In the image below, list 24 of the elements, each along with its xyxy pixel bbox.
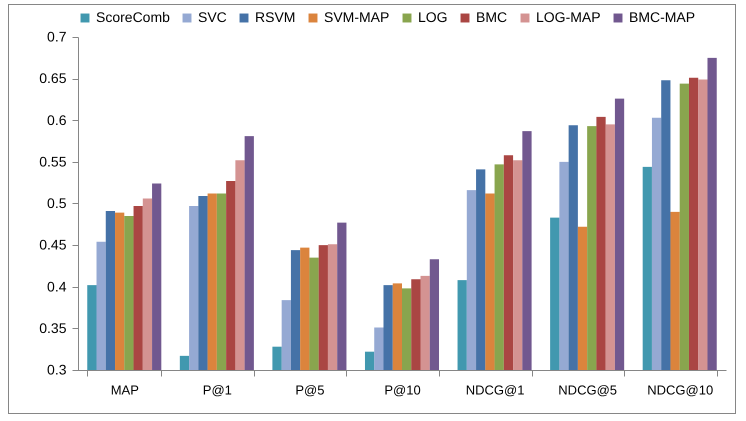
legend-label: BMC-MAP xyxy=(629,9,696,25)
x-tick-label: MAP xyxy=(110,382,139,398)
legend-label: SVM-MAP xyxy=(324,9,390,25)
x-tick-label: P@10 xyxy=(384,382,421,398)
legend-label: RSVM xyxy=(255,9,296,25)
y-tick-label: 0.5 xyxy=(47,195,67,211)
y-tick-label: 0.3 xyxy=(47,362,67,378)
y-tick-label: 0.45 xyxy=(39,236,67,253)
x-tick-label: NDCG@1 xyxy=(466,382,524,398)
y-tick-label: 0.7 xyxy=(47,28,67,44)
legend-label: ScoreComb xyxy=(96,9,170,25)
y-tick-label: 0.35 xyxy=(39,320,67,336)
x-tick-label: P@5 xyxy=(295,382,324,398)
x-tick-label: NDCG@5 xyxy=(558,382,617,398)
x-tick-label: P@1 xyxy=(202,382,232,398)
x-tick-label: NDCG@10 xyxy=(647,382,714,398)
y-tick-label: 0.6 xyxy=(47,112,67,128)
legend-label: BMC xyxy=(476,9,508,25)
legend-label: LOG xyxy=(418,9,448,25)
legend-label: LOG-MAP xyxy=(536,9,601,25)
legend-label: SVC xyxy=(198,9,227,25)
y-tick-label: 0.55 xyxy=(39,153,67,170)
y-tick-label: 0.4 xyxy=(47,278,67,294)
y-tick-label: 0.65 xyxy=(39,70,67,86)
